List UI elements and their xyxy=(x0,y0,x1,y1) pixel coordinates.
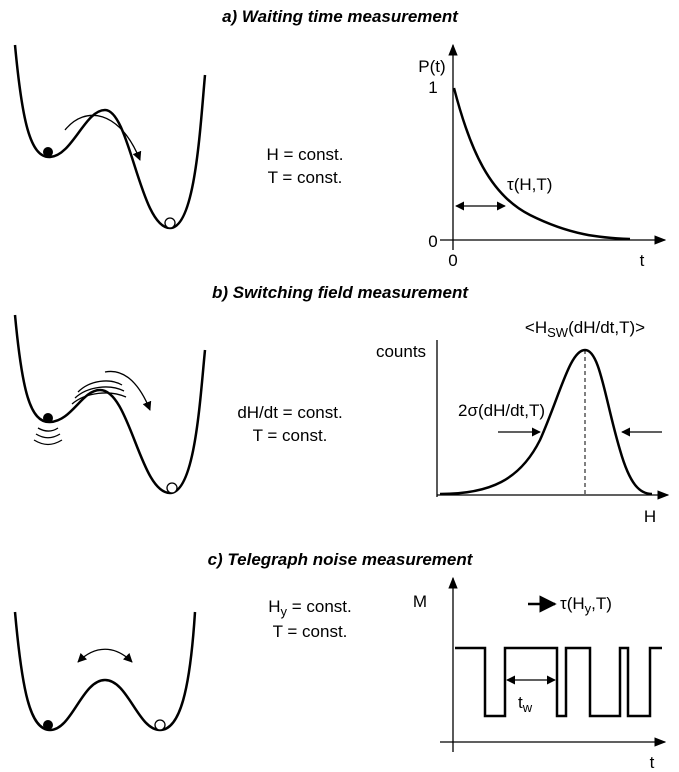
transition-arrow xyxy=(78,649,132,662)
particle xyxy=(165,218,175,228)
particle xyxy=(43,147,53,157)
potential-well xyxy=(15,315,205,493)
y-label: counts xyxy=(376,342,426,361)
condition: Hy = const. xyxy=(268,597,352,619)
transition-arrow xyxy=(105,371,150,410)
y-label: M xyxy=(413,592,427,611)
y-tick: 1 xyxy=(428,78,437,97)
peak-label: <HSW(dH/dt,T)> xyxy=(525,318,645,340)
x-label: t xyxy=(640,251,645,270)
legend-label: τ(Hy,T) xyxy=(560,594,612,616)
condition: T = const. xyxy=(273,622,348,641)
x-tick: 0 xyxy=(448,251,457,270)
condition: T = const. xyxy=(268,168,343,187)
potential-well xyxy=(15,45,205,228)
x-label: t xyxy=(650,753,655,772)
particle xyxy=(167,483,177,493)
panel-title: a) Waiting time measurement xyxy=(222,7,459,26)
thermal-lines xyxy=(34,428,62,445)
y-label: P(t) xyxy=(418,57,445,76)
condition: T = const. xyxy=(253,426,328,445)
y-tick: 0 xyxy=(428,232,437,251)
decay-curve xyxy=(454,88,630,239)
particle xyxy=(43,413,53,423)
panel-title: c) Telegraph noise measurement xyxy=(208,550,474,569)
figure: a) Waiting time measurement H = const. T… xyxy=(0,0,679,772)
condition: dH/dt = const. xyxy=(237,403,342,422)
annotation: τ(H,T) xyxy=(507,175,552,194)
particle xyxy=(155,720,165,730)
interval-label: tw xyxy=(518,693,533,715)
potential-well xyxy=(15,612,195,730)
panel-title: b) Switching field measurement xyxy=(212,283,469,302)
x-label: H xyxy=(644,507,656,526)
width-label: 2σ(dH/dt,T) xyxy=(458,401,545,420)
distribution-curve xyxy=(440,350,652,494)
condition: H = const. xyxy=(266,145,343,164)
telegraph-signal xyxy=(455,648,662,716)
particle xyxy=(43,720,53,730)
